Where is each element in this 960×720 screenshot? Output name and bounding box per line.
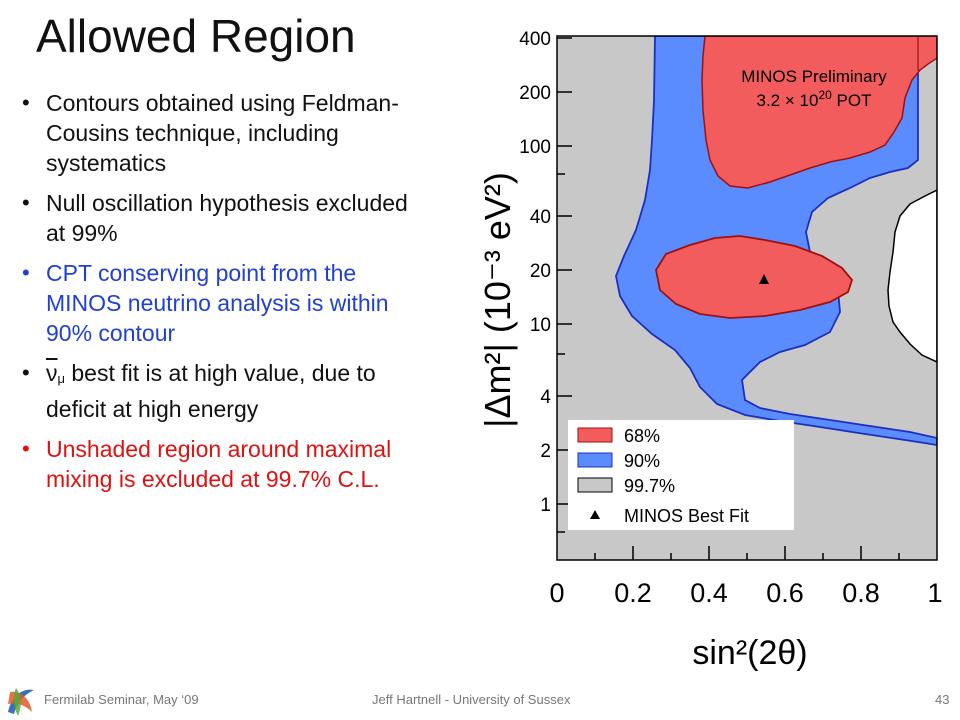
best-fit-marker-icon xyxy=(759,274,769,284)
bullet-dot-icon: • xyxy=(22,360,30,385)
y-tick-label: 400 xyxy=(519,29,551,50)
bullet-text: best fit is at high value, due to defici… xyxy=(46,360,376,422)
bullet-text: Null oscillation hypothesis excluded at … xyxy=(46,190,408,246)
bullet-text: Unshaded region around maximal mixing is… xyxy=(46,436,392,492)
bullet-dot-icon: • xyxy=(22,260,30,285)
y-tick-label: 200 xyxy=(519,83,551,104)
y-ticks xyxy=(557,37,572,533)
bullet-item: • Null oscillation hypothesis excluded at… xyxy=(20,188,430,248)
bullet-dot-icon: • xyxy=(22,90,30,115)
y-tick-label: 2 xyxy=(540,441,551,462)
x-tick-label: 0 xyxy=(549,578,564,608)
excluded-region-white xyxy=(887,189,937,363)
y-tick-label: 40 xyxy=(530,207,551,228)
antineutrino-symbol: ν xyxy=(46,360,58,386)
bullet-text: CPT conserving point from the MINOS neut… xyxy=(46,260,389,346)
contour-68-island xyxy=(655,235,854,319)
bullet-item: • Unshaded region around maximal mixing i… xyxy=(20,434,430,494)
bullet-item: • νμ best fit is at high value, due to de… xyxy=(20,358,430,424)
legend-marker-icon xyxy=(590,510,600,519)
footer-left: Fermilab Seminar, May ‘09 xyxy=(44,692,199,707)
fermilab-logo-icon xyxy=(8,688,34,716)
x-tick-label: 0.4 xyxy=(690,578,728,608)
plot-annotation-line2: 3.2 × 1020 POT xyxy=(757,88,872,110)
bullet-item: • Contours obtained using Feldman-Cousins… xyxy=(20,88,430,178)
bullet-list: • Contours obtained using Feldman-Cousins… xyxy=(20,88,430,504)
legend-label: 68% xyxy=(624,426,660,446)
plot-annotation-line1: MINOS Preliminary xyxy=(741,67,887,86)
y-tick-label: 4 xyxy=(540,387,551,408)
footer-center: Jeff Hartnell - University of Sussex xyxy=(372,692,571,707)
plot-frame xyxy=(556,35,938,561)
x-axis-title: sin²(2θ) xyxy=(692,634,807,672)
x-ticks xyxy=(594,546,900,560)
bullet-item: • CPT conserving point from the MINOS neu… xyxy=(20,258,430,348)
plot-background xyxy=(557,36,937,560)
x-tick-label: 0.8 xyxy=(842,578,880,608)
legend-label: 99.7% xyxy=(624,476,675,496)
muon-subscript: μ xyxy=(57,371,66,386)
x-tick-label: 0.6 xyxy=(766,578,804,608)
y-tick-label: 20 xyxy=(530,261,551,282)
y-axis-title: |Δm²| (10⁻³ eV²) xyxy=(477,172,518,428)
bullet-text: Contours obtained using Feldman-Cousins … xyxy=(46,90,399,176)
x-tick-label: 1 xyxy=(927,578,942,608)
bullet-dot-icon: • xyxy=(22,190,30,215)
legend-label: 90% xyxy=(624,451,660,471)
contour-68-upper xyxy=(701,36,937,189)
contour-68-edge xyxy=(917,36,937,71)
legend-swatch-68 xyxy=(577,427,613,443)
legend-swatch-997 xyxy=(577,477,613,493)
contour-90 xyxy=(615,36,937,446)
bullet-dot-icon: • xyxy=(22,436,30,461)
plot-legend: 68% 90% 99.7% MINOS Best Fit xyxy=(568,420,794,530)
x-tick-label: 0.2 xyxy=(614,578,652,608)
y-tick-label: 10 xyxy=(530,315,551,336)
y-tick-label: 100 xyxy=(519,137,551,158)
page-number: 43 xyxy=(935,692,950,707)
legend-swatch-90 xyxy=(577,452,613,468)
legend-label: MINOS Best Fit xyxy=(624,506,749,526)
slide-title: Allowed Region xyxy=(36,10,356,62)
y-tick-label: 1 xyxy=(540,495,551,516)
